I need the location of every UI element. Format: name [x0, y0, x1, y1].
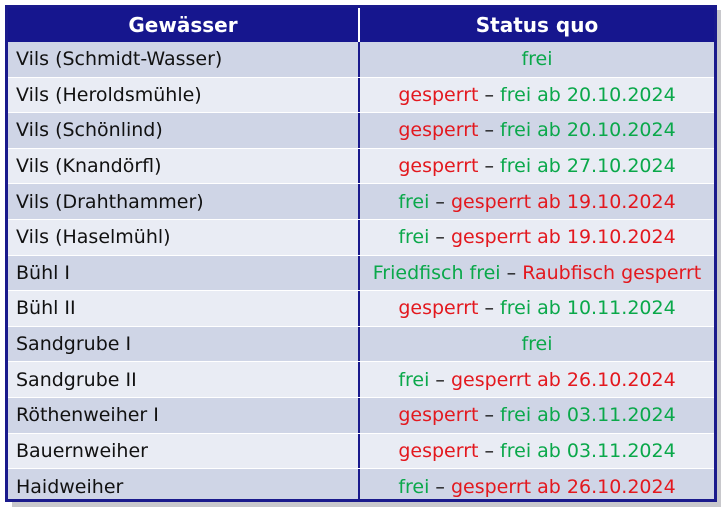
status-cell: frei – gesperrt ab 26.10.2024: [360, 469, 714, 499]
status-text: frei ab 20.10.2024: [500, 119, 676, 142]
status-separator: –: [478, 404, 501, 427]
status-text: gesperrt ab 26.10.2024: [450, 475, 676, 498]
water-name: Röthenweiher I: [8, 397, 360, 433]
status-separator: –: [429, 368, 451, 391]
table-row: Bühl II gesperrt – frei ab 10.11.2024: [8, 291, 714, 327]
water-name: Sandgrube II: [8, 362, 360, 397]
status-cell: frei: [360, 327, 714, 362]
status-separator: –: [429, 190, 451, 213]
status-text: frei ab 03.11.2024: [500, 439, 676, 462]
status-text: Raubfisch gesperrt: [522, 261, 702, 284]
status-cell: gesperrt – frei ab 27.10.2024: [360, 149, 714, 184]
header-status: Status quo: [475, 13, 599, 37]
table-row: Vils (Drahthammer) frei – gesperrt ab 19.…: [8, 184, 714, 220]
status-text: frei: [398, 226, 430, 249]
status-text: frei: [521, 48, 553, 71]
status-text: frei ab 10.11.2024: [500, 297, 676, 320]
table-row: Bühl I Friedfisch frei – Raubfisch gesper…: [8, 255, 714, 292]
status-text: gesperrt ab 19.10.2024: [450, 190, 676, 213]
table-header: Gewässer Status quo: [8, 8, 714, 42]
table-row: Vils (Haselmühl) frei – gesperrt ab 19.10…: [8, 219, 714, 256]
status-text: frei ab 03.11.2024: [500, 404, 676, 427]
status-separator: –: [478, 83, 501, 106]
status-cell: frei: [360, 42, 714, 77]
status-table: Gewässer Status quo Vils (Schmidt-Wasser…: [5, 5, 717, 502]
table-row: Sandgrube II frei – gesperrt ab 26.10.202…: [8, 362, 714, 398]
status-text: gesperrt: [398, 119, 479, 142]
status-text: frei ab 20.10.2024: [500, 83, 676, 106]
status-separator: –: [478, 297, 501, 320]
status-text: gesperrt ab 26.10.2024: [450, 368, 676, 391]
status-text: gesperrt: [398, 297, 479, 320]
status-separator: –: [429, 475, 451, 498]
table-row: Vils (Heroldsmühle) gesperrt – frei ab 20…: [8, 77, 714, 114]
table-body: Vils (Schmidt-Wasser) frei Vils (Heroldsmü…: [8, 42, 714, 499]
status-text: frei: [521, 333, 553, 356]
water-name: Vils (Heroldsmühle): [8, 77, 360, 113]
water-name: Haidweiher: [8, 469, 360, 499]
status-cell: gesperrt – frei ab 03.11.2024: [360, 434, 714, 469]
status-cell: gesperrt – frei ab 10.11.2024: [360, 291, 714, 326]
status-text: gesperrt ab 19.10.2024: [450, 226, 676, 249]
status-cell: frei – gesperrt ab 19.10.2024: [360, 184, 714, 219]
status-cell: gesperrt – frei ab 20.10.2024: [360, 113, 714, 148]
status-text: gesperrt: [398, 83, 479, 106]
table-row: Vils (Knandörfl) gesperrt – frei ab 27.10…: [8, 148, 714, 185]
status-cell: Friedfisch frei – Raubfisch gesperrt: [360, 256, 714, 291]
table-row: Bauernweiher gesperrt – frei ab 03.11.202…: [8, 433, 714, 470]
status-text: frei: [398, 475, 430, 498]
status-text: gesperrt: [398, 439, 479, 462]
status-text: gesperrt: [398, 404, 479, 427]
status-text: frei: [398, 190, 430, 213]
status-separator: –: [478, 119, 501, 142]
water-name: Bühl I: [8, 255, 360, 291]
status-text: gesperrt: [398, 155, 479, 178]
status-separator: –: [500, 261, 523, 284]
water-name: Vils (Schönlind): [8, 113, 360, 148]
water-name: Vils (Haselmühl): [8, 219, 360, 255]
table-row: Haidweiher frei – gesperrt ab 26.10.2024: [8, 469, 714, 499]
table-row: Vils (Schmidt-Wasser) frei: [8, 42, 714, 78]
status-text: frei: [398, 368, 430, 391]
status-separator: –: [478, 155, 501, 178]
header-gewaesser: Gewässer: [8, 8, 360, 42]
status-cell: gesperrt – frei ab 03.11.2024: [360, 398, 714, 433]
status-cell: gesperrt – frei ab 20.10.2024: [360, 78, 714, 113]
status-cell: frei – gesperrt ab 19.10.2024: [360, 220, 714, 255]
table-row: Vils (Schönlind) gesperrt – frei ab 20.10…: [8, 113, 714, 149]
water-name: Sandgrube I: [8, 326, 360, 362]
status-cell: frei – gesperrt ab 26.10.2024: [360, 362, 714, 397]
water-name: Bühl II: [8, 291, 360, 326]
status-text: Friedfisch frei: [372, 261, 501, 284]
water-name: Bauernweiher: [8, 433, 360, 469]
status-separator: –: [478, 439, 501, 462]
status-separator: –: [429, 226, 451, 249]
water-name: Vils (Drahthammer): [8, 184, 360, 219]
water-name: Vils (Knandörfl): [8, 148, 360, 184]
status-text: frei ab 27.10.2024: [500, 155, 676, 178]
water-name: Vils (Schmidt-Wasser): [8, 42, 360, 77]
table-row: Sandgrube I frei: [8, 326, 714, 363]
